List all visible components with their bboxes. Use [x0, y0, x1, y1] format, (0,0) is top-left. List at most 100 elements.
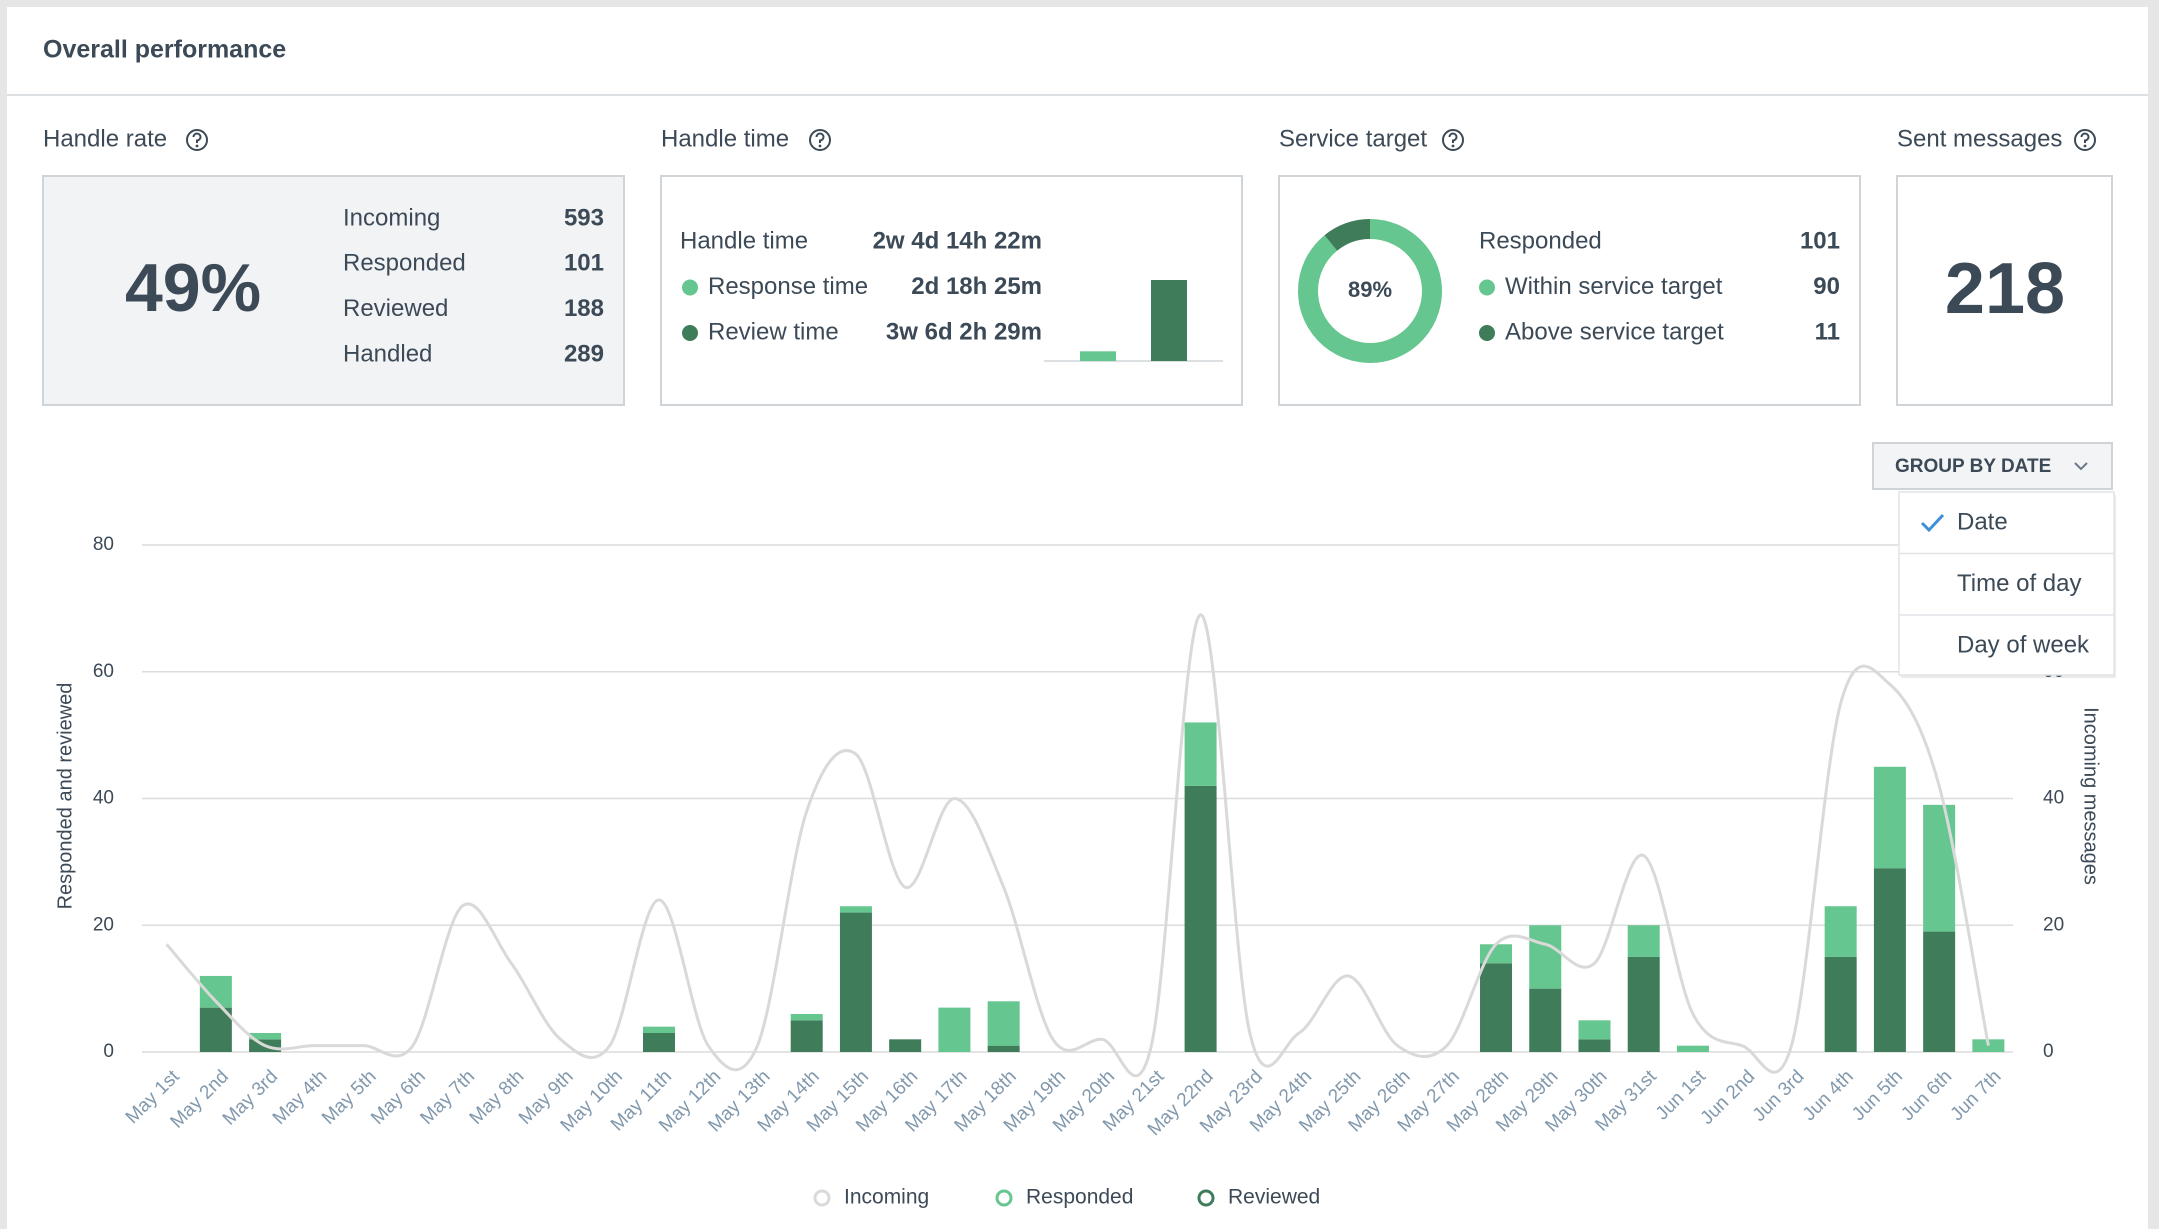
y2-axis-title: Incoming messages: [2080, 707, 2102, 885]
bar: [790, 1013, 823, 1021]
y2-tick-label: 0: [2043, 1041, 2054, 1062]
help-icon[interactable]: [2074, 129, 2096, 151]
help-icon-glyph: [815, 132, 825, 143]
y-axis-title: Responded and reviewed: [54, 683, 76, 910]
legend-dot: [1479, 325, 1495, 341]
y-tick-label: 40: [93, 788, 114, 809]
group-by-button[interactable]: [1872, 442, 2113, 490]
help-icon-glyph: [1448, 132, 1458, 143]
group-by-label: GROUP BY DATE: [1895, 456, 2051, 477]
menu-option[interactable]: Date: [1957, 508, 2008, 535]
stat-value: 2w 4d 14h 22m: [873, 227, 1042, 254]
card-label: Service target: [1279, 125, 1427, 152]
legend-dot: [682, 325, 698, 341]
sent-value: 218: [1945, 249, 2065, 329]
legend-dot: [682, 279, 698, 296]
bar: [1529, 925, 1562, 989]
help-icon[interactable]: [809, 129, 831, 151]
card-label: Handle time: [661, 125, 789, 152]
y-tick-label: 80: [93, 534, 114, 555]
bar: [199, 1007, 232, 1052]
bar: [1627, 925, 1660, 957]
stat-value: 188: [564, 295, 604, 322]
menu-option[interactable]: Time of day: [1957, 570, 2082, 597]
chevron: [2074, 462, 2088, 471]
incoming-line: [165, 613, 1990, 1078]
legend-label: Reviewed: [1228, 1186, 1320, 1209]
panel-title: Overall performance: [43, 36, 286, 64]
help-icon-glyph: [192, 132, 202, 143]
card-label: Handle rate: [43, 125, 167, 152]
card: [660, 175, 1243, 406]
help-icon-dot: [2083, 144, 2087, 148]
stat-label: Within service target: [1505, 273, 1723, 300]
bar: [1578, 1020, 1611, 1040]
menu-option[interactable]: Day of week: [1957, 631, 2090, 658]
card: [1278, 175, 1861, 406]
stat-value: 593: [564, 204, 604, 231]
bar: [1184, 722, 1217, 786]
stat-label: Responded: [343, 250, 466, 277]
legend-marker: [995, 1189, 1013, 1207]
bar: [987, 1045, 1020, 1052]
bar: [1627, 956, 1660, 1052]
bar: [1184, 785, 1217, 1052]
bar: [839, 912, 872, 1052]
bar: [790, 1020, 823, 1052]
bar: [249, 1032, 282, 1040]
stat-label: Reviewed: [343, 295, 448, 322]
stat-label: Handle time: [680, 227, 808, 254]
legend-dot: [1479, 279, 1495, 296]
stat-label: Handled: [343, 341, 432, 368]
stat-value: 101: [1800, 227, 1840, 254]
y-tick-label: 0: [103, 1041, 114, 1062]
bar: [1529, 988, 1562, 1052]
y2-tick-label: 40: [2043, 788, 2064, 809]
mini-bar: [1080, 351, 1116, 361]
legend-label: Incoming: [844, 1186, 929, 1209]
handle-rate-value: 49%: [125, 250, 261, 326]
help-icon-dot: [818, 144, 822, 148]
stat-label: Responded: [1479, 227, 1602, 254]
stat-value: 101: [564, 250, 604, 277]
donut-label: 89%: [1348, 277, 1392, 302]
bar: [1676, 1045, 1709, 1052]
bar: [938, 1007, 971, 1052]
help-icon-glyph: [2080, 132, 2090, 143]
bar: [1923, 931, 1956, 1052]
help-icon[interactable]: [186, 129, 208, 151]
bar: [642, 1026, 675, 1033]
card: [1896, 175, 2113, 406]
bar: [1923, 804, 1956, 932]
stat-label: Incoming: [343, 204, 440, 231]
legend-label: Responded: [1026, 1186, 1133, 1209]
help-icon-dot: [195, 144, 199, 148]
stat-label: Review time: [708, 318, 839, 345]
y-tick-label: 20: [93, 914, 114, 935]
stat-label: Above service target: [1505, 318, 1724, 345]
card: [42, 175, 625, 406]
y2-tick-label: 20: [2043, 914, 2064, 935]
stat-value: 3w 6d 2h 29m: [886, 318, 1042, 345]
bar: [889, 1039, 922, 1052]
stat-value: 289: [564, 341, 604, 368]
help-icon-dot: [1451, 144, 1455, 148]
help-icon[interactable]: [1442, 129, 1464, 151]
bar: [1873, 766, 1906, 869]
stat-value: 2d 18h 25m: [911, 273, 1042, 300]
mini-bar: [1151, 280, 1187, 361]
bar: [1480, 963, 1513, 1052]
bar: [987, 1001, 1020, 1046]
legend-marker: [1197, 1189, 1215, 1207]
bar: [1824, 956, 1857, 1052]
y-tick-label: 60: [93, 661, 114, 682]
bar: [1873, 868, 1906, 1052]
bar: [1824, 906, 1857, 957]
bar: [839, 906, 872, 913]
stat-value: 11: [1815, 318, 1840, 345]
legend-marker: [813, 1189, 831, 1207]
stat-value: 90: [1813, 273, 1840, 300]
check-mark: [1920, 513, 1945, 533]
